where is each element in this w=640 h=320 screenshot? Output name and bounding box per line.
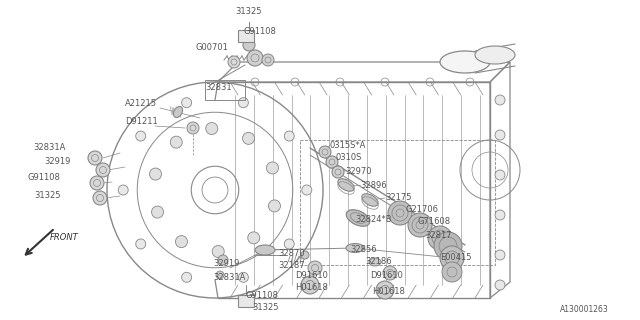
Circle shape [206,123,218,134]
Text: 32824*B: 32824*B [355,215,392,225]
Circle shape [88,151,102,165]
FancyBboxPatch shape [238,295,254,307]
Circle shape [428,226,452,250]
Text: FRONT: FRONT [50,233,79,242]
Circle shape [212,245,224,258]
Circle shape [495,170,505,180]
Text: 31325: 31325 [34,191,61,201]
Circle shape [388,201,412,225]
Circle shape [308,261,322,275]
Text: D91211: D91211 [125,116,157,125]
Circle shape [216,271,224,279]
Ellipse shape [475,46,515,64]
Text: G91108: G91108 [245,291,278,300]
Circle shape [408,213,432,237]
Text: H01618: H01618 [372,287,405,297]
Circle shape [228,56,240,68]
Circle shape [187,122,199,134]
Circle shape [118,185,128,195]
Circle shape [266,162,278,174]
Text: 31325: 31325 [252,303,278,313]
Text: G91108: G91108 [243,28,276,36]
Circle shape [495,95,505,105]
Ellipse shape [346,210,370,226]
Circle shape [319,146,331,158]
Circle shape [495,250,505,260]
Text: 32831A: 32831A [213,273,245,282]
Circle shape [182,98,191,108]
Circle shape [238,272,248,282]
Text: 32831: 32831 [205,84,232,92]
Text: 32970: 32970 [345,166,371,175]
Text: 32175: 32175 [385,194,412,203]
Circle shape [93,191,107,205]
Circle shape [243,39,255,51]
Text: G91108: G91108 [28,173,61,182]
Circle shape [301,251,309,259]
Circle shape [326,156,338,168]
Circle shape [332,166,344,178]
Circle shape [218,255,228,265]
Text: 32919: 32919 [213,259,239,268]
Circle shape [495,280,505,290]
Ellipse shape [173,107,182,117]
Ellipse shape [255,245,275,255]
Circle shape [238,98,248,108]
Text: 32186: 32186 [365,258,392,267]
Circle shape [383,266,397,280]
Text: G71608: G71608 [418,218,451,227]
Circle shape [170,136,182,148]
Circle shape [152,206,164,218]
Circle shape [90,176,104,190]
Text: 32896: 32896 [360,180,387,189]
Text: A21215: A21215 [125,99,157,108]
Circle shape [243,132,255,144]
Circle shape [136,239,146,249]
Circle shape [150,168,161,180]
Circle shape [268,200,280,212]
Ellipse shape [362,194,378,206]
Text: 32187: 32187 [278,260,305,269]
Text: 32919: 32919 [44,157,70,166]
Text: H01618: H01618 [295,284,328,292]
Circle shape [440,246,464,270]
Text: A130001263: A130001263 [560,306,609,315]
Text: 31325: 31325 [236,7,262,17]
Circle shape [442,262,462,282]
Ellipse shape [369,258,381,266]
Circle shape [284,239,294,249]
Circle shape [495,130,505,140]
Text: 32817: 32817 [425,230,452,239]
Circle shape [302,185,312,195]
Ellipse shape [338,179,354,191]
Circle shape [262,54,274,66]
Circle shape [376,281,394,299]
Circle shape [136,131,146,141]
Circle shape [434,232,462,260]
Circle shape [96,163,110,177]
Text: 32856: 32856 [350,245,376,254]
Ellipse shape [440,51,490,73]
Text: 0315S*A: 0315S*A [330,140,366,149]
Circle shape [284,131,294,141]
Text: 32831A: 32831A [33,143,65,153]
Text: G21706: G21706 [405,205,438,214]
Text: 32870: 32870 [278,249,305,258]
Circle shape [248,232,260,244]
FancyBboxPatch shape [238,30,254,42]
Text: E00415: E00415 [440,253,472,262]
Circle shape [182,272,191,282]
Text: G00701: G00701 [195,44,228,52]
Circle shape [495,210,505,220]
Circle shape [175,236,188,248]
Text: D91610: D91610 [370,270,403,279]
Circle shape [301,276,319,294]
Circle shape [247,50,263,66]
Text: D91610: D91610 [295,270,328,279]
Ellipse shape [346,244,364,252]
Text: 0310S: 0310S [335,154,362,163]
